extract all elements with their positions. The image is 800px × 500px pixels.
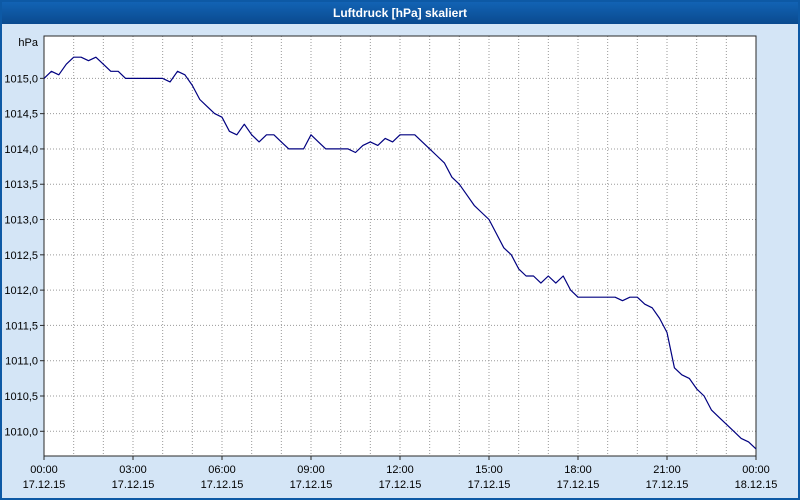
y-axis-unit-label: hPa [18,37,38,49]
y-tick-label: 1011,5 [5,320,38,332]
x-tick-time-label: 06:00 [208,464,236,476]
y-tick-label: 1014,0 [4,144,38,156]
chart-area: 1015,0 1014,5 1014,0 1013,5 1013,0 1012,5 1012… [2,24,798,498]
y-tick-label: 1014,5 [4,109,38,121]
x-tick-date-label: 17.12.15 [290,479,333,491]
x-tick-time-label: 12:00 [386,464,414,476]
x-tick-time-label: 03:00 [119,464,147,476]
window-title: Luftdruck [hPa] skaliert [332,6,468,20]
x-tick-date-label: 17.12.15 [112,479,155,491]
y-tick-label: 1013,5 [4,179,38,191]
window-titlebar: Luftdruck [hPa] skaliert [2,2,798,24]
y-tick-label: 1012,5 [4,250,38,262]
x-tick-date-label: 17.12.15 [379,479,422,491]
x-tick-date-label: 17.12.15 [201,479,244,491]
y-tick-label: 1010,0 [4,426,38,438]
x-tick-time-label: 09:00 [297,464,325,476]
x-tick-time-label: 21:00 [653,464,681,476]
pressure-series-line [43,56,757,450]
x-tick-time-label: 18:00 [564,464,592,476]
x-tick-date-label: 17.12.15 [468,479,511,491]
y-tick-label: 1011,0 [5,356,38,368]
x-tick-time-label: 00:00 [30,464,58,476]
x-tick-date-label: 17.12.15 [557,479,600,491]
x-tick-date-label: 18.12.15 [735,479,778,491]
x-tick-time-label: 15:00 [475,464,503,476]
y-tick-label: 1013,0 [4,215,38,227]
x-tick-time-label: 00:00 [742,464,770,476]
y-tick-label: 1010,5 [4,391,38,403]
y-tick-label: 1012,0 [4,285,38,297]
x-tick-date-label: 17.12.15 [646,479,689,491]
y-tick-label: 1015,0 [4,73,38,85]
pressure-line-chart: 1015,0 1014,5 1014,0 1013,5 1013,0 1012,5 1012… [4,35,778,491]
x-tick-date-label: 17.12.15 [23,479,66,491]
